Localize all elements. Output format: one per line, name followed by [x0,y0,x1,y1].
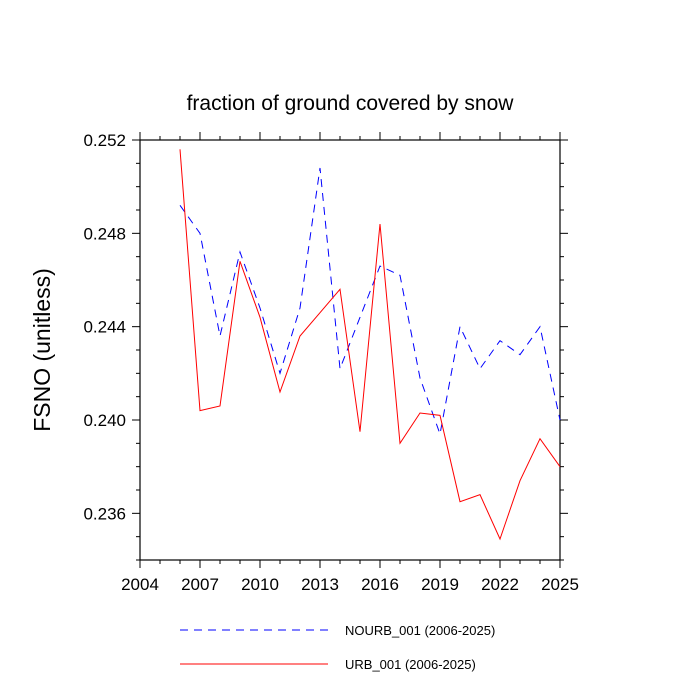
y-tick-label: 0.252 [83,131,126,150]
x-tick-label: 2013 [301,575,339,594]
y-tick-label: 0.248 [83,224,126,243]
legend: NOURB_001 (2006-2025) URB_001 (2006-2025) [180,623,495,672]
series-line-2 [179,149,561,541]
x-tick-label: 2004 [121,575,159,594]
series-layer [179,149,561,541]
x-tick-label: 2010 [241,575,279,594]
y-tick-label: 0.240 [83,411,126,430]
x-tick-label: 2016 [361,575,399,594]
y-tick-label: 0.244 [83,318,126,337]
y-tick-label: 0.236 [83,504,126,523]
y-axis-label: FSNO (unitless) [29,268,55,432]
x-tick-label: 2025 [541,575,579,594]
x-tick-label: 2019 [421,575,459,594]
chart-title: fraction of ground covered by snow [187,92,515,115]
legend-label-1: NOURB_001 (2006-2025) [345,623,495,638]
legend-label-2: URB_001 (2006-2025) [345,657,476,672]
plot-frame [139,139,561,561]
x-tick-label: 2007 [181,575,219,594]
series-line-1 [179,167,561,436]
axes: 2004 2007 2010 2013 2016 2019 2022 2025 0.236 0.2… [83,131,578,594]
x-tick-label: 2022 [481,575,519,594]
